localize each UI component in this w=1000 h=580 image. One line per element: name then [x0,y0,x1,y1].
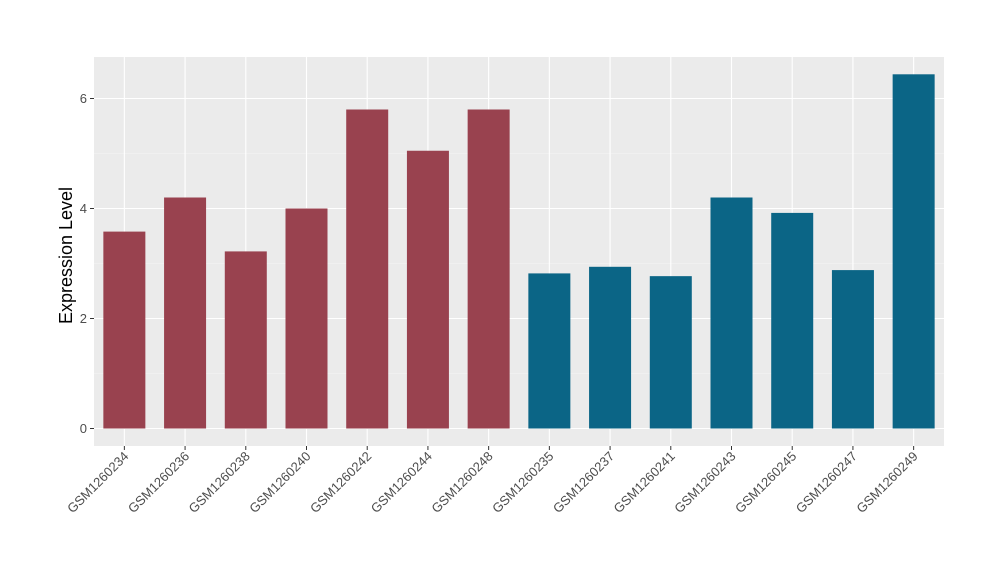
bar-GSM1260247 [831,270,874,429]
bar-GSM1260248 [467,109,510,429]
y-tick-label: 6 [80,91,87,106]
x-axis: GSM1260234GSM1260236GSM1260238GSM1260240… [64,446,921,516]
x-tick-label: GSM1260242 [307,449,374,516]
x-tick-label: GSM1260241 [611,449,678,516]
bar-GSM1260245 [771,212,814,429]
y-tick-label: 0 [80,421,87,436]
bar-GSM1260242 [346,109,389,429]
x-tick-label: GSM1260235 [489,449,556,516]
plot-panel [94,57,944,446]
x-tick-label: GSM1260236 [125,449,192,516]
y-axis-title: Expression Level [56,187,76,324]
y-tick-label: 2 [80,311,87,326]
bar-GSM1260249 [892,74,935,429]
bar-GSM1260237 [589,266,632,429]
x-tick-label: GSM1260240 [246,449,313,516]
x-tick-label: GSM1260244 [368,449,435,516]
x-tick-label: GSM1260248 [428,449,495,516]
bar-GSM1260244 [406,150,449,429]
bar-GSM1260240 [285,208,328,429]
x-tick-label: GSM1260247 [793,449,860,516]
x-tick-label: GSM1260237 [550,449,617,516]
x-tick-label: GSM1260234 [64,449,131,516]
bar-GSM1260234 [103,231,146,429]
bars [103,74,935,429]
x-tick-label: GSM1260238 [186,449,253,516]
bar-GSM1260243 [710,197,753,429]
x-tick-label: GSM1260249 [853,449,920,516]
bar-GSM1260235 [528,273,571,429]
bar-GSM1260238 [224,251,267,429]
x-tick-label: GSM1260245 [732,449,799,516]
bar-GSM1260236 [164,197,207,429]
y-axis: 0 2 4 6 [80,91,94,436]
bar-GSM1260241 [649,276,692,429]
x-tick-label: GSM1260243 [671,449,738,516]
y-tick-label: 4 [80,201,87,216]
